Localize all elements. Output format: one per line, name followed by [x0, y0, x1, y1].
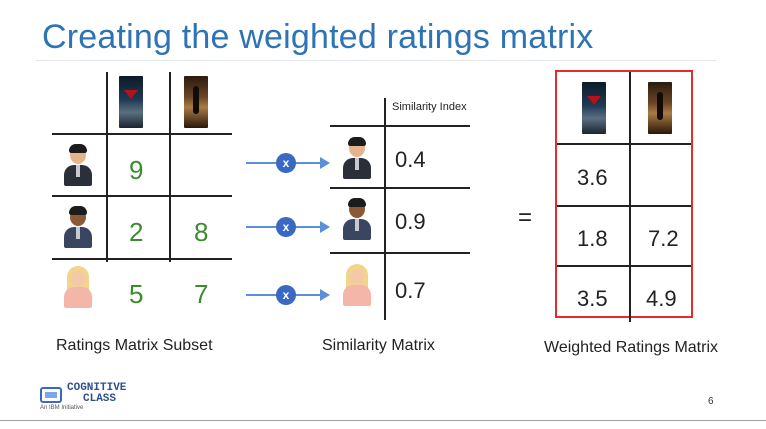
similarity-grid-line: [330, 125, 470, 127]
highlight-box: [555, 70, 693, 318]
cognitive-class-logo-icon: [40, 387, 62, 403]
slide-title: Creating the weighted ratings matrix: [42, 18, 594, 56]
similarity-matrix-caption: Similarity Matrix: [322, 337, 435, 354]
multiply-arrow: x: [246, 285, 332, 305]
weighted-cell: 3.5: [577, 286, 608, 311]
ratings-grid-line: [52, 133, 232, 135]
similarity-cell: 0.7: [395, 278, 426, 303]
ratings-grid-line: [106, 72, 108, 262]
multiply-arrow: x: [246, 217, 332, 237]
page-number: 6: [708, 396, 714, 407]
blonde-woman-avatar-icon: [63, 266, 93, 308]
movie-poster-1-icon: [119, 76, 143, 128]
similarity-cell: 0.4: [395, 147, 426, 172]
logo-subtitle: An IBM Initiative: [40, 405, 84, 411]
similarity-grid-line: [384, 98, 386, 320]
similarity-grid-line: [330, 252, 470, 254]
man-suit-avatar-icon: [342, 137, 372, 179]
equals-sign: =: [518, 204, 533, 231]
ratings-grid-line: [169, 72, 171, 262]
title-divider: [36, 60, 716, 61]
multiply-icon: x: [276, 285, 296, 305]
man-suit-avatar-icon: [63, 144, 93, 186]
weighted-grid-line: [557, 205, 691, 207]
bottom-divider: [0, 420, 766, 421]
logo-line-1: COGNITIVE: [67, 382, 127, 394]
weighted-cell: 1.8: [577, 226, 608, 251]
ratings-grid-line: [52, 258, 232, 260]
rating-cell: 2: [129, 217, 144, 247]
weighted-grid-line: [557, 265, 691, 267]
rating-cell: 7: [194, 279, 209, 309]
ratings-grid-line: [52, 195, 232, 197]
man-dark-skin-avatar-icon: [342, 198, 372, 240]
movie-poster-1-icon: [582, 82, 606, 134]
weighted-cell: 3.6: [577, 165, 608, 190]
weighted-grid-line: [557, 143, 691, 145]
multiply-icon: x: [276, 153, 296, 173]
weighted-matrix-caption: Weighted Ratings Matrix: [544, 339, 718, 356]
ratings-matrix-caption: Ratings Matrix Subset: [56, 337, 213, 354]
movie-poster-2-icon: [648, 82, 672, 134]
similarity-grid-line: [330, 187, 470, 189]
multiply-arrow: x: [246, 153, 332, 173]
rating-cell: 8: [194, 217, 209, 247]
similarity-index-header: Similarity Index: [392, 101, 467, 113]
rating-cell: 5: [129, 279, 144, 309]
rating-cell: 9: [129, 155, 144, 185]
man-dark-skin-avatar-icon: [63, 206, 93, 248]
logo-line-2: CLASS: [83, 393, 117, 405]
cognitive-class-logo: COGNITIVE CLASS An IBM Initiative: [40, 383, 170, 413]
weighted-cell: 7.2: [648, 226, 679, 251]
weighted-grid-line: [629, 72, 631, 322]
multiply-icon: x: [276, 217, 296, 237]
weighted-cell: 4.9: [646, 286, 677, 311]
movie-poster-2-icon: [184, 76, 208, 128]
similarity-cell: 0.9: [395, 209, 426, 234]
blonde-woman-avatar-icon: [342, 264, 372, 306]
